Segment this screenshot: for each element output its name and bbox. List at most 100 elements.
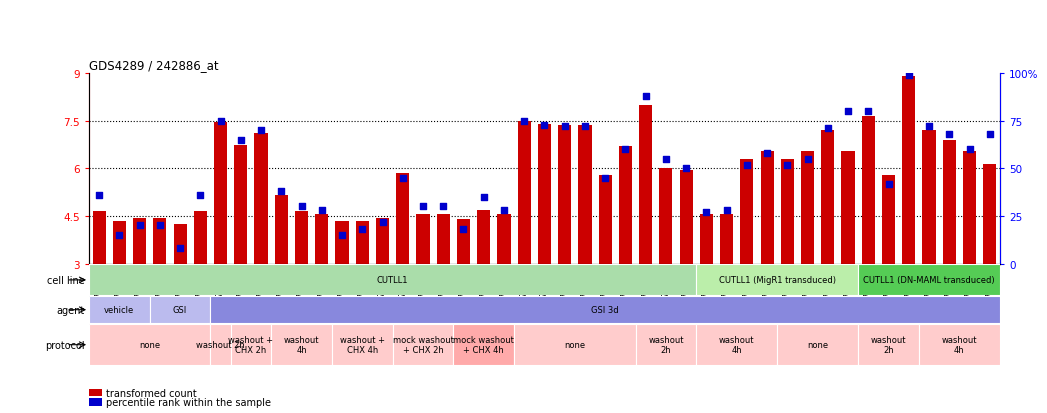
Text: none: none — [139, 340, 160, 349]
Bar — [477, 210, 490, 264]
Bar — [210, 324, 230, 366]
Point — [475, 194, 492, 201]
Point — [313, 207, 330, 214]
Bar — [801, 152, 815, 264]
Text: mock washout
+ CHX 2h: mock washout + CHX 2h — [393, 335, 453, 354]
Bar — [760, 152, 774, 264]
Point — [840, 109, 856, 115]
Text: GDS4289 / 242886_at: GDS4289 / 242886_at — [89, 59, 219, 72]
Point — [677, 166, 694, 172]
Text: washout
2h: washout 2h — [648, 335, 684, 354]
Point — [354, 226, 371, 233]
Bar — [963, 152, 976, 264]
Point — [252, 128, 269, 134]
Point — [617, 147, 633, 153]
Bar — [680, 171, 693, 264]
Text: vehicle: vehicle — [105, 306, 134, 314]
Bar — [919, 324, 1000, 366]
Point — [698, 209, 715, 216]
Text: protocol: protocol — [45, 340, 85, 350]
Point — [152, 223, 169, 229]
Point — [799, 156, 816, 163]
Point — [860, 109, 876, 115]
Bar — [699, 215, 713, 264]
Text: washout
4h: washout 4h — [284, 335, 319, 354]
Bar — [859, 324, 919, 366]
Point — [738, 162, 755, 169]
Bar — [271, 324, 332, 366]
Text: transformed count: transformed count — [106, 388, 197, 398]
Point — [900, 73, 917, 79]
Text: GSI 3d: GSI 3d — [592, 306, 619, 314]
Text: washout
4h: washout 4h — [719, 335, 755, 354]
Point — [293, 204, 310, 210]
Bar — [578, 126, 592, 264]
Bar — [396, 173, 409, 264]
Bar — [514, 324, 636, 366]
Text: washout +
CHX 2h: washout + CHX 2h — [228, 335, 273, 354]
Bar — [842, 152, 854, 264]
Bar — [113, 221, 126, 264]
Bar — [517, 121, 531, 264]
Bar — [332, 324, 393, 366]
Point — [435, 204, 451, 210]
Bar — [254, 134, 268, 264]
Bar — [599, 175, 611, 264]
Bar — [740, 159, 754, 264]
Point — [213, 118, 229, 125]
Bar — [558, 126, 572, 264]
Text: washout
2h: washout 2h — [871, 335, 907, 354]
Point — [455, 226, 472, 233]
Bar — [983, 164, 997, 264]
Bar — [315, 215, 329, 264]
Text: agent: agent — [57, 305, 85, 315]
Point — [779, 162, 796, 169]
Bar — [437, 215, 450, 264]
Bar — [89, 265, 696, 296]
Bar — [821, 131, 834, 264]
Bar — [538, 125, 551, 264]
Bar — [194, 211, 207, 264]
Point — [495, 207, 512, 214]
Bar — [335, 221, 349, 264]
Bar — [235, 145, 247, 264]
Bar — [376, 218, 389, 264]
Point — [91, 192, 108, 199]
Bar — [210, 297, 1000, 323]
Text: CUTLL1 (DN-MAML transduced): CUTLL1 (DN-MAML transduced) — [863, 276, 995, 285]
Point — [881, 181, 897, 188]
Bar — [174, 224, 186, 264]
Bar — [274, 196, 288, 264]
Point — [577, 124, 594, 131]
Text: GSI: GSI — [173, 306, 187, 314]
Point — [638, 93, 654, 100]
Bar — [295, 211, 308, 264]
Bar — [862, 116, 875, 264]
Point — [920, 124, 937, 131]
Text: washout +
CHX 4h: washout + CHX 4h — [340, 335, 384, 354]
Point — [536, 122, 553, 128]
Text: washout
4h: washout 4h — [941, 335, 977, 354]
Point — [516, 118, 533, 125]
Text: none: none — [564, 340, 585, 349]
Point — [718, 207, 735, 214]
Point — [334, 232, 351, 239]
Point — [131, 223, 148, 229]
Bar — [777, 324, 859, 366]
Bar — [942, 140, 956, 264]
Bar — [456, 220, 470, 264]
Bar — [720, 215, 733, 264]
Bar — [356, 221, 369, 264]
Point — [232, 137, 249, 144]
Text: washout 2h: washout 2h — [196, 340, 245, 349]
Bar — [859, 265, 1000, 296]
Text: none: none — [807, 340, 828, 349]
Point — [820, 126, 837, 132]
Point — [941, 131, 958, 138]
Text: CUTLL1 (MigR1 transduced): CUTLL1 (MigR1 transduced) — [718, 276, 836, 285]
Bar — [89, 324, 210, 366]
Point — [395, 175, 411, 182]
Bar — [639, 106, 652, 264]
Bar — [619, 147, 632, 264]
Bar — [882, 175, 895, 264]
